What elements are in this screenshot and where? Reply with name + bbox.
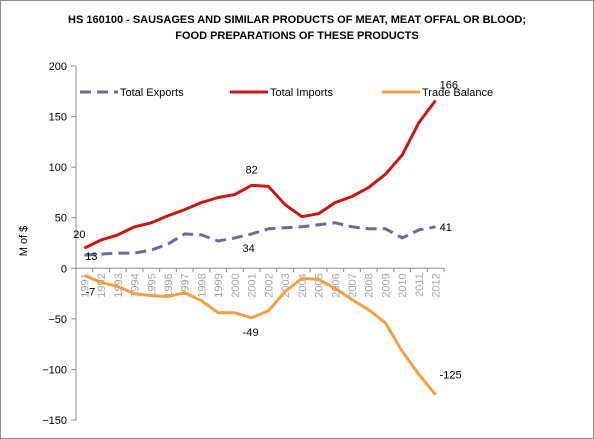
data-label: 34 xyxy=(243,243,255,255)
x-tick-label: 1995 xyxy=(146,273,158,297)
chart-subtitle: FOOD PREPARATIONS OF THESE PRODUCTS xyxy=(175,30,419,42)
chart-title-block: HS 160100 - SAUSAGES AND SIMILAR PRODUCT… xyxy=(0,12,594,44)
x-tick-label: 2009 xyxy=(380,273,392,297)
x-tick-label: 2005 xyxy=(314,273,326,297)
data-label: -49 xyxy=(243,327,259,339)
legend-label-1: Total Imports xyxy=(270,87,333,99)
x-tick-label: 1992 xyxy=(96,273,108,297)
data-label: -7 xyxy=(85,286,95,298)
y-tick-label: −150 xyxy=(42,415,67,427)
y-tick-label: −100 xyxy=(42,364,67,376)
y-tick-label: 0 xyxy=(61,263,67,275)
series-line-1 xyxy=(83,99,437,250)
data-label: 82 xyxy=(246,164,258,176)
x-tick-label: 1996 xyxy=(163,273,175,297)
data-label: 166 xyxy=(440,79,458,91)
series-line-0 xyxy=(84,221,436,257)
x-tick-label: 2000 xyxy=(230,273,242,297)
data-label: 41 xyxy=(440,222,452,234)
x-tick-label: 1999 xyxy=(213,273,225,297)
x-tick-label: 2012 xyxy=(431,273,443,297)
data-label: -125 xyxy=(440,370,462,382)
x-tick-label: 2008 xyxy=(364,273,376,297)
data-label: 13 xyxy=(85,251,97,263)
y-tick-label: −50 xyxy=(48,314,67,326)
x-tick-label: 2002 xyxy=(263,273,275,297)
legend-label-0: Total Exports xyxy=(120,87,184,99)
x-tick-label: 1991 xyxy=(79,273,91,297)
y-tick-label: 150 xyxy=(49,112,67,124)
y-tick-label: 100 xyxy=(49,162,67,174)
data-label: 20 xyxy=(73,229,85,241)
x-tick-label: 2007 xyxy=(347,273,359,297)
y-axis-label: M of $ xyxy=(18,226,30,257)
x-tick-label: 2010 xyxy=(397,273,409,297)
y-tick-label: 200 xyxy=(49,61,67,73)
x-tick-label: 2001 xyxy=(247,273,259,297)
series-line-2 xyxy=(83,274,437,396)
legend-label-2: Trade Balance xyxy=(422,87,493,99)
y-tick-label: 50 xyxy=(55,213,67,225)
x-tick-label: 2011 xyxy=(414,273,426,297)
x-tick-label: 1998 xyxy=(196,273,208,297)
chart-title: HS 160100 - SAUSAGES AND SIMILAR PRODUCT… xyxy=(68,14,526,26)
